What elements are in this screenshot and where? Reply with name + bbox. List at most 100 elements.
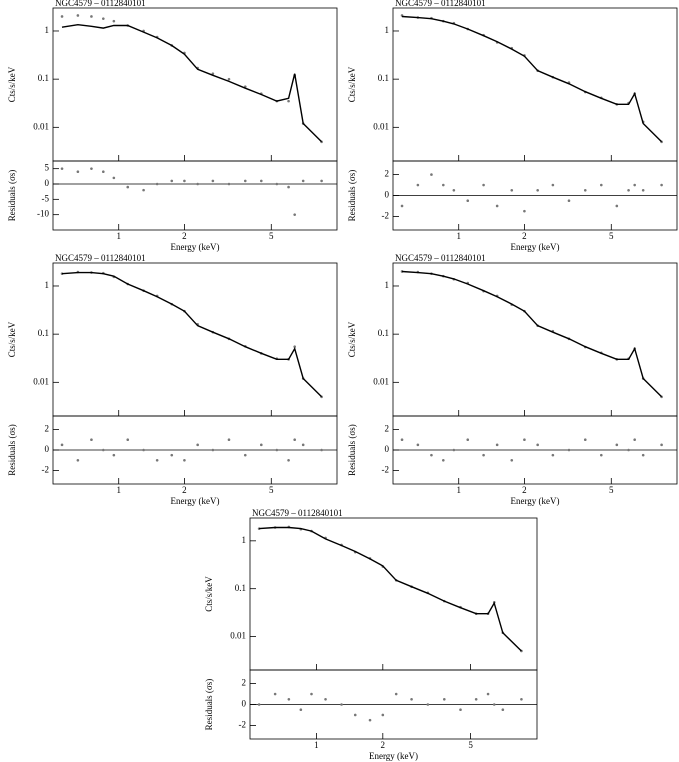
residual-point [76,459,80,462]
y-tick-label: 0.1 [235,583,246,593]
residual-point [536,443,539,447]
residual-point [126,438,130,441]
y-tick-label: 0 [385,444,390,454]
residual-point [442,459,445,462]
y-tick-label: -2 [382,465,390,475]
y-tick-label: 0 [45,178,50,188]
x-tick-label: 2 [182,231,187,241]
y-tick-label: 0.1 [38,73,49,83]
data-point [76,14,80,17]
y-tick-label: 0.01 [230,631,246,641]
residual-point [183,459,186,462]
x-axis-label: Energy (keV) [510,242,559,252]
residual-point [633,438,636,441]
residual-point [112,176,116,180]
x-axis-label: Energy (keV) [170,496,219,506]
spectrum-frame [249,517,538,671]
residual-point [551,183,555,187]
residual-point [381,713,385,717]
residual-point [520,697,523,701]
residual-point [510,459,514,462]
residual-point [430,453,433,457]
residual-point [155,182,159,186]
spectrum-frame [52,262,338,417]
residual-point [155,459,159,462]
residual-point [243,179,247,183]
y-tick-label: 0.01 [373,376,389,386]
residual-point [486,692,490,696]
x-tick-label: 1 [116,485,121,495]
x-tick-label: 2 [381,740,386,750]
model-line [401,15,663,143]
residual-point [627,448,630,452]
residual-point [227,438,231,441]
residual-point [482,183,485,187]
residual-point [293,213,296,216]
y-tick-label: -2 [239,719,247,729]
y-tick-label: 0 [385,190,390,200]
residual-point [170,179,174,183]
residual-point [400,438,404,441]
spectrum-frame [392,262,678,417]
x-tick-label: 2 [522,485,527,495]
residual-point [633,183,636,187]
residual-point [452,188,456,192]
residual-point [126,185,130,189]
residual-point [196,443,199,447]
residual-point [293,438,296,441]
residual-point [482,453,485,457]
model-line [259,526,522,652]
y-tick-label: 0.1 [38,328,49,338]
residual-point [320,179,323,183]
residual-point [324,697,327,701]
residual-point [301,179,305,183]
y-axis-label: Cts/s/keV [347,66,357,102]
residual-point [416,183,420,187]
residual-point [310,692,313,696]
y-tick-label: 0.1 [378,73,389,83]
residual-point [260,179,263,183]
data-point [227,77,231,81]
residual-frame [52,160,338,231]
residual-point [430,173,433,176]
y-axis-label: Residuals (σs) [7,170,17,222]
y-axis-label: Cts/s/keV [347,321,357,357]
data-point [293,345,296,348]
y-axis-label: Residuals (σs) [347,424,357,476]
residual-point [416,443,420,447]
residual-point [142,448,145,452]
y-tick-label: 2 [45,423,50,433]
residual-point [641,188,645,192]
residual-point [60,443,64,447]
residual-point [227,182,231,186]
y-tick-label: 1 [45,25,50,35]
residual-point [320,448,323,452]
y-tick-label: 1 [385,280,390,290]
x-tick-label: 5 [609,231,614,241]
x-tick-label: 1 [116,231,121,241]
y-tick-label: 1 [385,25,390,35]
x-tick-label: 5 [609,485,614,495]
residual-point [211,179,215,183]
y-tick-label: 2 [242,678,247,688]
residual-point [627,188,630,192]
residual-point [260,443,263,447]
y-tick-label: 0.01 [33,121,49,131]
residual-point [442,183,445,187]
residual-point [474,697,478,701]
residual-point [492,703,496,706]
residual-point [660,443,663,447]
y-axis-label: Residuals (σs) [204,679,214,731]
y-tick-label: 0 [45,444,50,454]
y-tick-label: 1 [242,535,247,545]
residual-point [257,703,261,706]
y-axis-label: Cts/s/keV [7,321,17,357]
residual-point [583,188,587,192]
x-tick-label: 1 [456,231,461,241]
x-tick-label: 5 [269,485,274,495]
residual-point [102,170,105,174]
residual-point [368,718,372,722]
residual-point [112,453,116,457]
y-tick-label: 2 [385,423,390,433]
panel-title: NGC4579 – 0112840101 [395,253,486,263]
